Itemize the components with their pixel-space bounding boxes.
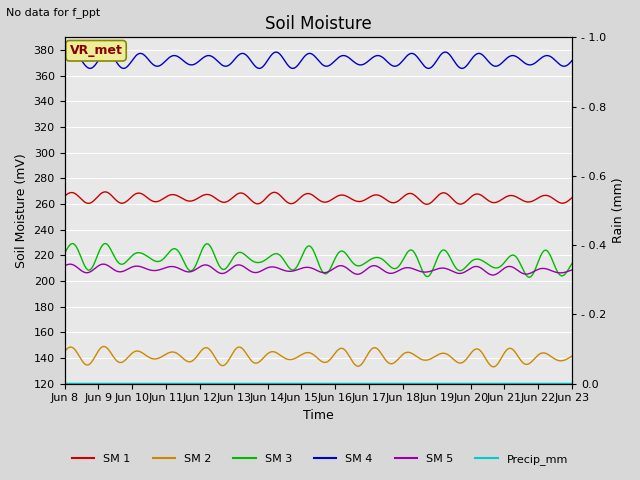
Title: Soil Moisture: Soil Moisture xyxy=(265,15,372,33)
Y-axis label: Soil Moisture (mV): Soil Moisture (mV) xyxy=(15,153,28,268)
X-axis label: Time: Time xyxy=(303,409,333,422)
Text: No data for f_ppt: No data for f_ppt xyxy=(6,7,100,18)
Y-axis label: Rain (mm): Rain (mm) xyxy=(612,178,625,243)
Text: VR_met: VR_met xyxy=(70,44,122,57)
Legend: SM 1, SM 2, SM 3, SM 4, SM 5, Precip_mm: SM 1, SM 2, SM 3, SM 4, SM 5, Precip_mm xyxy=(68,450,572,469)
